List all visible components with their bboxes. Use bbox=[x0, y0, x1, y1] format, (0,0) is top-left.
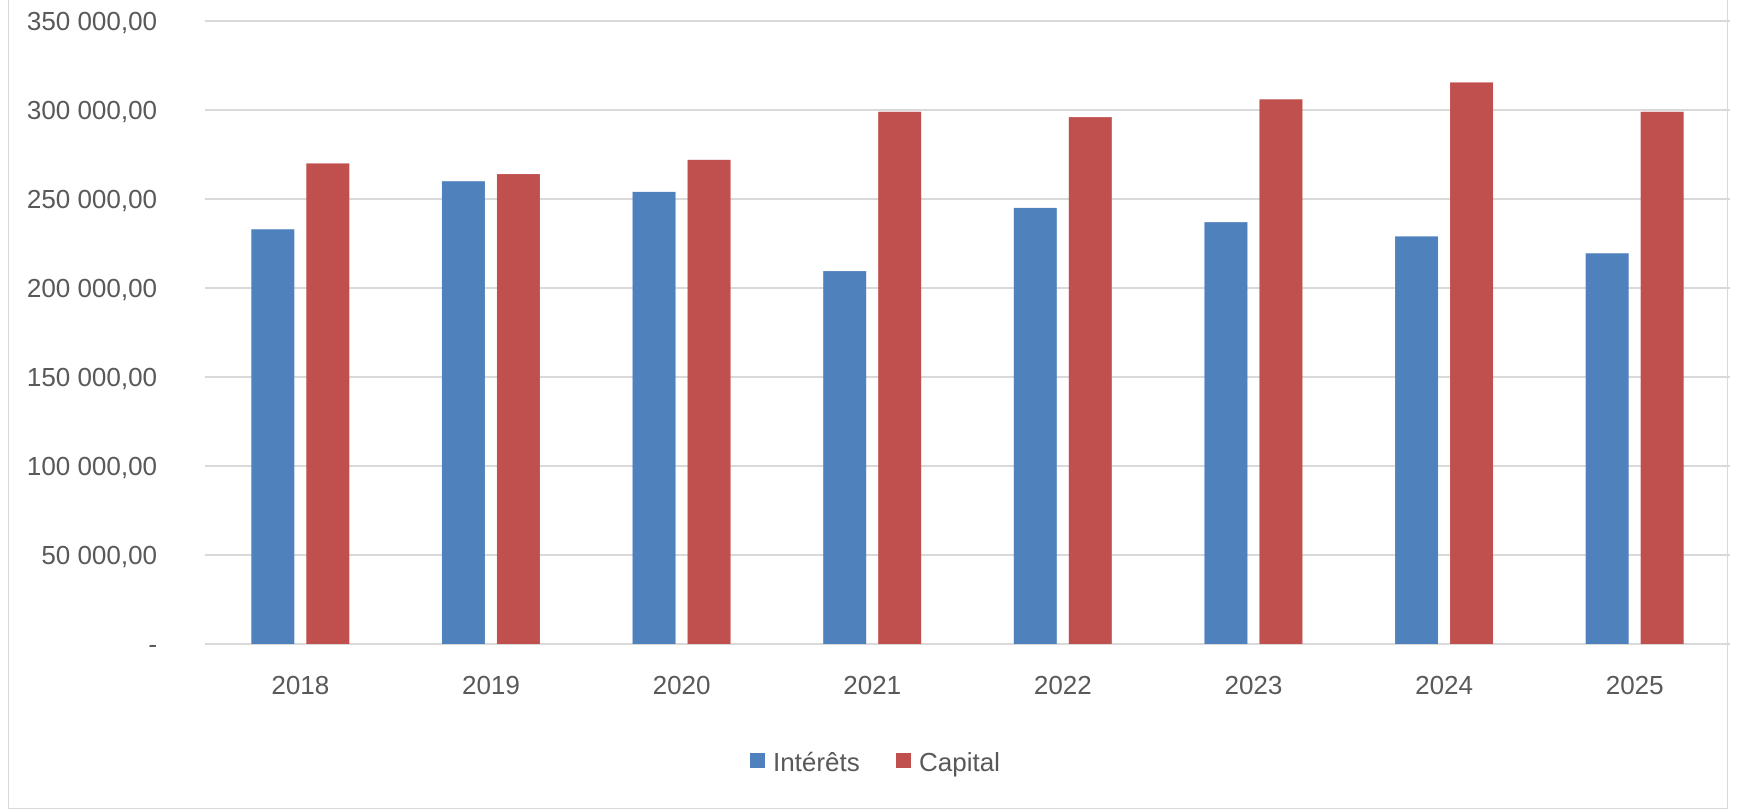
x-tick-label: 2024 bbox=[1415, 670, 1473, 700]
bars bbox=[251, 82, 1684, 645]
bar-interets-2025 bbox=[1585, 253, 1629, 645]
legend-swatch bbox=[896, 753, 911, 768]
legend-swatch bbox=[750, 753, 765, 768]
bar-interets-2022 bbox=[1013, 207, 1057, 644]
x-axis-tick-labels: 2018 2019 2020 2021 2022 2023 2024 2025 bbox=[271, 670, 1663, 700]
legend-label: Intérêts bbox=[773, 747, 860, 777]
bar-interets-2019 bbox=[441, 181, 485, 644]
x-tick-label: 2018 bbox=[271, 670, 329, 700]
bar-capital-2022 bbox=[1068, 117, 1112, 645]
legend-item-interets: Intérêts bbox=[750, 747, 860, 777]
bar-capital-2018 bbox=[306, 163, 350, 644]
y-tick-label: 250 000,00 bbox=[27, 184, 157, 214]
bar-capital-2023 bbox=[1259, 99, 1303, 644]
bar-interets-2021 bbox=[823, 271, 867, 644]
bar-capital-2020 bbox=[687, 159, 731, 644]
y-tick-label: - bbox=[148, 629, 157, 659]
gridlines bbox=[205, 20, 1730, 645]
y-tick-label: 300 000,00 bbox=[27, 95, 157, 125]
y-tick-label: 350 000,00 bbox=[27, 6, 157, 36]
legend: Intérêts Capital bbox=[750, 747, 1000, 777]
bar-interets-2020 bbox=[632, 191, 676, 644]
bar-interets-2023 bbox=[1204, 222, 1248, 644]
bar-capital-2019 bbox=[496, 174, 540, 644]
x-tick-label: 2021 bbox=[843, 670, 901, 700]
x-tick-label: 2022 bbox=[1034, 670, 1092, 700]
y-tick-label: 100 000,00 bbox=[27, 451, 157, 481]
x-tick-label: 2025 bbox=[1606, 670, 1664, 700]
bar-interets-2018 bbox=[251, 229, 295, 644]
y-tick-label: 50 000,00 bbox=[41, 540, 157, 570]
y-tick-label: 200 000,00 bbox=[27, 273, 157, 303]
x-tick-label: 2019 bbox=[462, 670, 520, 700]
bar-capital-2021 bbox=[878, 111, 922, 644]
legend-label: Capital bbox=[919, 747, 1000, 777]
legend-item-capital: Capital bbox=[896, 747, 1000, 777]
y-tick-label: 150 000,00 bbox=[27, 362, 157, 392]
bar-capital-2024 bbox=[1450, 82, 1494, 644]
x-tick-label: 2023 bbox=[1225, 670, 1283, 700]
bar-capital-2025 bbox=[1640, 111, 1684, 644]
chart-area bbox=[8, 0, 1728, 809]
x-tick-label: 2020 bbox=[653, 670, 711, 700]
y-axis-tick-labels: - 50 000,00 100 000,00 150 000,00 200 000,00… bbox=[27, 6, 157, 659]
bar-interets-2024 bbox=[1395, 236, 1439, 644]
